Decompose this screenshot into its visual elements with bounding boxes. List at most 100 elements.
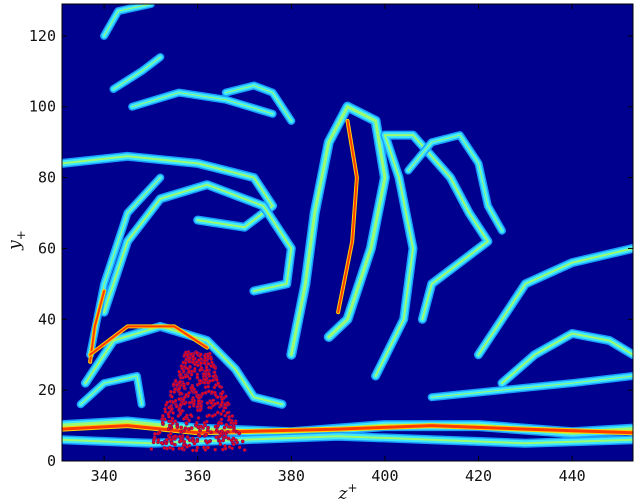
plot-background: [62, 4, 633, 461]
particle-point: [223, 444, 227, 448]
particle-point: [203, 378, 208, 382]
particle-point: [175, 425, 180, 429]
right-vortex-inner-ridge: [501, 332, 633, 385]
particle-point: [185, 435, 190, 439]
particle-point: [183, 361, 188, 365]
particle-point: [198, 352, 203, 357]
particle-point: [195, 350, 199, 355]
particle-point: [161, 413, 165, 418]
wall-band-lower-ridge: [62, 435, 633, 445]
particle-point: [203, 423, 207, 428]
particle-point: [206, 353, 210, 358]
particle-point: [230, 446, 234, 451]
particle-point: [174, 404, 179, 409]
particle-point: [204, 433, 209, 437]
particle-point: [191, 357, 196, 362]
particle-point: [199, 361, 204, 365]
particle-point: [196, 363, 200, 368]
particle-point: [166, 412, 171, 417]
particle-point: [215, 395, 220, 399]
particle-point: [178, 391, 183, 396]
particle-point: [188, 364, 192, 369]
particle-point: [198, 368, 202, 372]
particle-point: [177, 387, 182, 391]
particle-point: [195, 445, 200, 450]
particle-point: [182, 417, 186, 421]
particle-point: [203, 355, 208, 360]
particle-point: [196, 398, 201, 403]
particle-point: [206, 384, 211, 389]
particle-point: [173, 379, 178, 384]
particle-point: [207, 439, 212, 444]
particle-point: [164, 441, 169, 446]
particle-point: [170, 394, 174, 399]
particle-point: [198, 428, 202, 433]
particle-point: [215, 410, 220, 415]
particle-point: [205, 419, 209, 424]
particle-point: [183, 374, 188, 379]
particle-point: [190, 385, 195, 390]
upper-streak-ridge: [131, 92, 274, 115]
particle-point: [194, 390, 198, 394]
particle-point: [218, 439, 222, 444]
particle-point: [219, 417, 224, 422]
particle-point: [187, 391, 191, 395]
right-plume-ridge: [374, 134, 489, 377]
particle-point: [184, 421, 189, 425]
particle-point: [237, 431, 242, 436]
x-tick-label: 400: [371, 467, 398, 485]
particle-point: [166, 427, 171, 431]
particle-point: [207, 413, 211, 418]
particle-point: [225, 430, 230, 434]
particle-point: [196, 416, 201, 420]
x-axis-label: z+: [337, 481, 357, 504]
particle-point: [179, 425, 184, 430]
particle-point: [165, 400, 170, 405]
particle-point: [177, 369, 182, 374]
particle-point: [219, 412, 223, 416]
particle-point: [217, 434, 222, 439]
particle-point: [167, 423, 172, 428]
x-tick-label: 360: [184, 467, 211, 485]
particle-point: [212, 370, 217, 375]
particle-point: [225, 401, 230, 405]
particle-point: [216, 381, 221, 386]
particle-point: [208, 379, 212, 383]
particle-point: [223, 402, 227, 407]
particle-point: [213, 447, 218, 452]
particle-point: [187, 400, 192, 405]
small-eddy-ridge: [80, 375, 143, 405]
particle-point: [205, 401, 210, 405]
particle-point: [186, 381, 190, 386]
particle-point: [220, 391, 224, 396]
particle-point: [178, 380, 182, 384]
y-tick-label: 60: [38, 239, 56, 257]
y-tick-label: 40: [38, 310, 56, 328]
particle-point: [198, 408, 203, 413]
particle-point: [242, 448, 247, 452]
right-lower-streak-ridge: [431, 375, 633, 398]
particle-point: [228, 425, 233, 429]
particle-point: [181, 397, 186, 402]
particle-point: [157, 430, 162, 435]
x-axis: 340 360 380 400 420 440: [91, 4, 586, 485]
central-hot-peak: [337, 119, 358, 314]
left-loop-inner-ridge: [103, 183, 293, 314]
plot-frame: [61, 3, 634, 462]
particle-point: [209, 430, 213, 434]
particle-point: [187, 359, 192, 364]
particle-arc-hot-peak: [89, 325, 209, 356]
particle-point: [172, 390, 177, 394]
particle-point: [237, 445, 242, 450]
x-axis-label-base: z: [337, 484, 348, 504]
particle-point: [240, 439, 245, 444]
particle-point: [183, 426, 188, 431]
particle-point: [159, 440, 164, 445]
particle-point: [189, 372, 194, 377]
particle-point: [180, 446, 185, 451]
particle-point: [167, 435, 172, 440]
y-tick-label: 0: [47, 452, 56, 470]
particle-arc-ridge: [84, 325, 283, 406]
particle-point: [218, 431, 223, 436]
particle-point: [188, 413, 193, 417]
